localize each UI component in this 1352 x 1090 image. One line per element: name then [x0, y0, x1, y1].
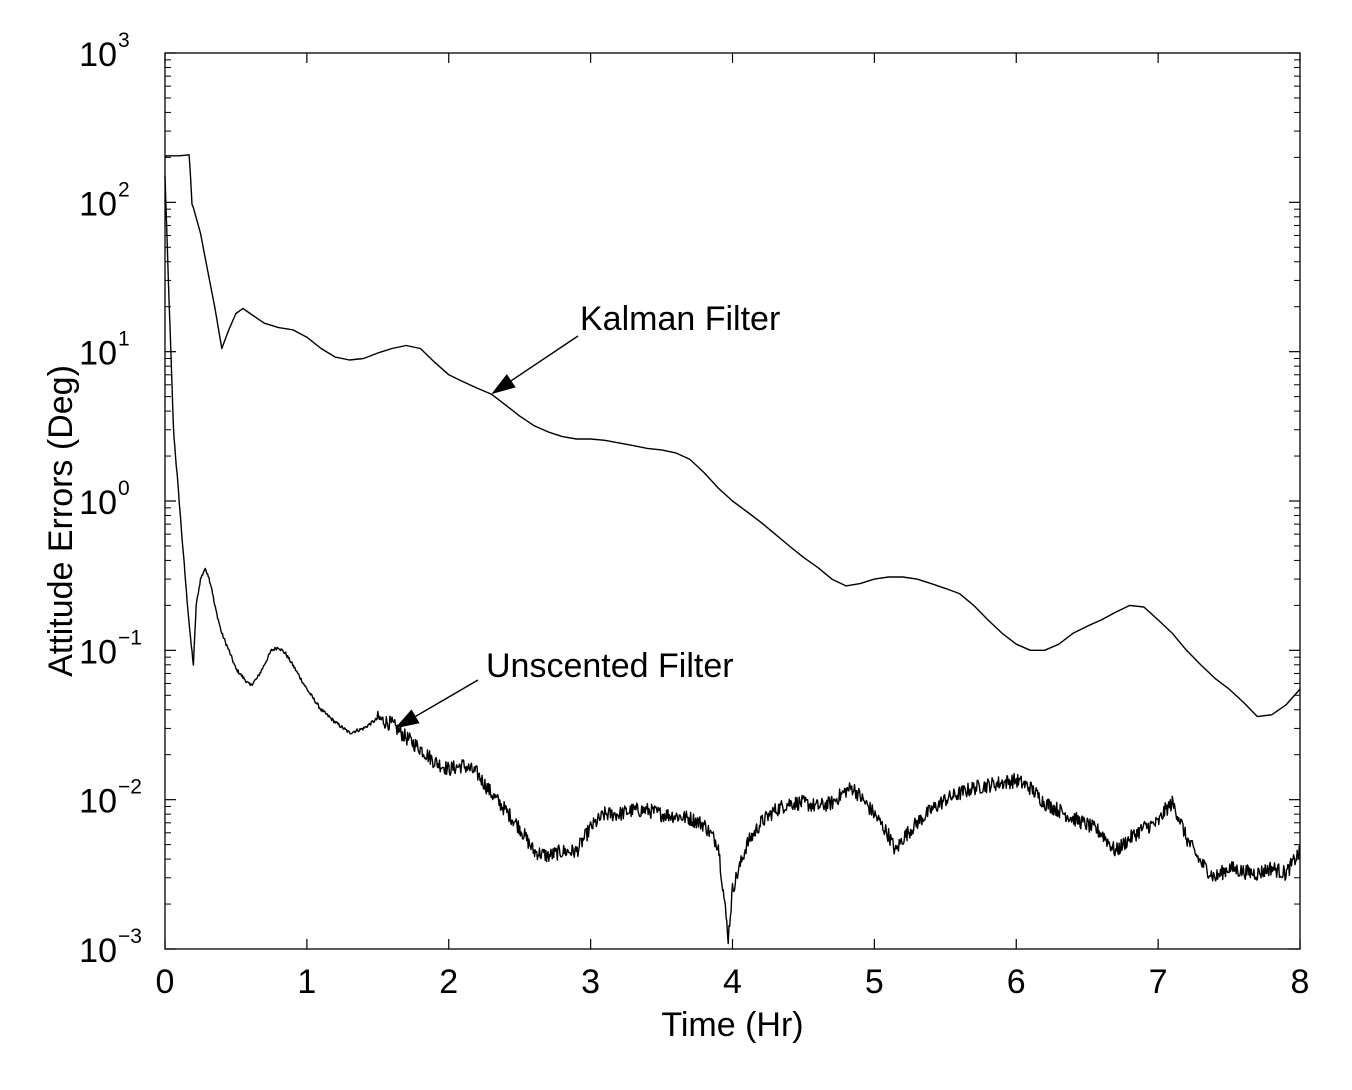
x-tick-label: 1	[297, 963, 316, 1001]
y-tick-label: 10	[79, 783, 117, 821]
annotation-arrow-head	[491, 374, 516, 395]
x-tick-label: 3	[581, 963, 600, 1001]
y-tick-label: 10	[79, 633, 117, 671]
y-tick-label: 10	[79, 484, 117, 522]
y-tick-exponent: 1	[118, 328, 130, 351]
annotation-label: Unscented Filter	[486, 647, 734, 685]
y-axis-label: Attitude Errors (Deg)	[42, 365, 80, 677]
plot-series-group	[164, 154, 1301, 945]
x-tick-label: 0	[156, 963, 175, 1001]
y-tick-exponent: 2	[118, 178, 130, 201]
x-tick-label: 2	[439, 963, 458, 1001]
annotations-group: Kalman Filter Unscented Filter	[394, 300, 780, 729]
series-line-kalman-filter	[164, 154, 1301, 718]
x-axis-label: Time (Hr)	[661, 1006, 803, 1044]
y-tick-exponent: −1	[118, 626, 142, 649]
y-tick-label: 10	[79, 335, 117, 373]
y-tick-label: 10	[79, 185, 117, 223]
x-tick-label: 4	[723, 963, 742, 1001]
y-tick-label: 10	[79, 36, 117, 74]
x-tick-label: 7	[1149, 963, 1168, 1001]
annotation-label: Kalman Filter	[580, 300, 780, 338]
y-tick-exponent: −3	[118, 925, 142, 948]
y-tick-label: 10	[79, 932, 117, 970]
annotation-arrow-line	[510, 335, 579, 382]
x-tick-label: 6	[1007, 963, 1026, 1001]
annotation-arrow-head	[394, 709, 420, 729]
series-line-unscented-filter	[164, 175, 1301, 945]
y-tick-exponent: 3	[118, 29, 130, 52]
x-tick-label: 5	[865, 963, 884, 1001]
x-tick-label: 8	[1291, 963, 1310, 1001]
y-tick-exponent: 0	[118, 477, 130, 500]
annotation-arrow-line	[415, 679, 479, 717]
x-axis: 0 1 2 3 4 5 6 7 8	[156, 53, 1310, 1001]
y-tick-exponent: −2	[118, 776, 142, 799]
